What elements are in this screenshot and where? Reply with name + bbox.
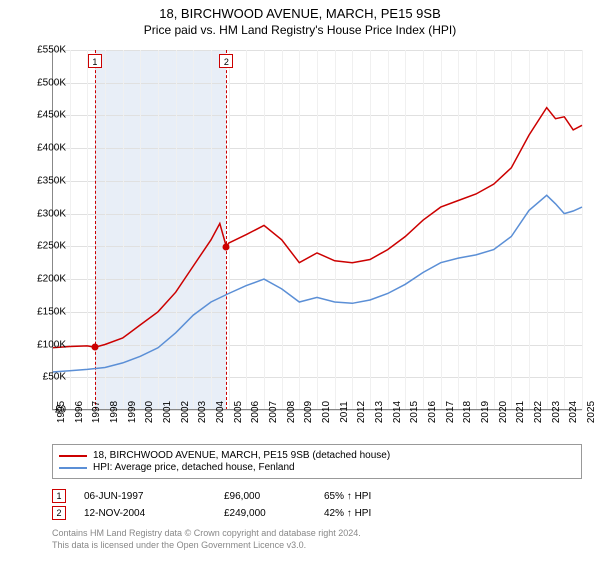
- note-pct: 42% ↑ HPI: [324, 508, 424, 519]
- xtick-label: 2011: [339, 401, 350, 423]
- note-marker: 1: [52, 489, 66, 503]
- xtick-label: 2004: [215, 401, 226, 423]
- ytick-label: £400K: [18, 143, 66, 154]
- xtick-label: 1998: [109, 401, 120, 423]
- xtick-label: 2024: [568, 401, 579, 423]
- chart-subtitle: Price paid vs. HM Land Registry's House …: [0, 23, 600, 37]
- xtick-label: 1997: [91, 401, 102, 423]
- note-date: 06-JUN-1997: [84, 491, 224, 502]
- note-date: 12-NOV-2004: [84, 508, 224, 519]
- series-hpi: [52, 195, 582, 372]
- plot-area: 12: [52, 50, 582, 410]
- xtick-label: 2009: [303, 401, 314, 423]
- xtick-label: 2008: [286, 401, 297, 423]
- xtick-label: 2025: [586, 401, 597, 423]
- legend-label: HPI: Average price, detached house, Fenl…: [93, 462, 295, 473]
- ytick-label: £550K: [18, 45, 66, 56]
- ytick-label: £250K: [18, 241, 66, 252]
- xtick-label: 2003: [197, 401, 208, 423]
- sale-notes: 1 06-JUN-1997£96,00065% ↑ HPI 2 12-NOV-2004…: [52, 486, 582, 523]
- xtick-label: 2014: [392, 401, 403, 423]
- ytick-label: £350K: [18, 175, 66, 186]
- xtick-label: 2010: [321, 401, 332, 423]
- footer-text: Contains HM Land Registry data © Crown c…: [52, 528, 361, 551]
- ytick-label: £300K: [18, 208, 66, 219]
- xtick-label: 2002: [180, 401, 191, 423]
- legend-swatch: [59, 455, 87, 457]
- footer-line1: Contains HM Land Registry data © Crown c…: [52, 528, 361, 540]
- xtick-label: 2012: [356, 401, 367, 423]
- chart-title: 18, BIRCHWOOD AVENUE, MARCH, PE15 9SB: [0, 6, 600, 21]
- xtick-label: 2016: [427, 401, 438, 423]
- xtick-label: 1995: [56, 401, 67, 423]
- xtick-label: 2023: [551, 401, 562, 423]
- xtick-label: 2018: [462, 401, 473, 423]
- xtick-label: 2013: [374, 401, 385, 423]
- note-marker: 2: [52, 506, 66, 520]
- footer-line2: This data is licensed under the Open Gov…: [52, 540, 361, 552]
- legend-label: 18, BIRCHWOOD AVENUE, MARCH, PE15 9SB (d…: [93, 450, 390, 461]
- xtick-label: 2015: [409, 401, 420, 423]
- legend-box: 18, BIRCHWOOD AVENUE, MARCH, PE15 9SB (d…: [52, 444, 582, 479]
- note-price: £96,000: [224, 491, 324, 502]
- note-price: £249,000: [224, 508, 324, 519]
- sale-note-row: 2 12-NOV-2004£249,00042% ↑ HPI: [52, 506, 582, 520]
- sale-note-row: 1 06-JUN-1997£96,00065% ↑ HPI: [52, 489, 582, 503]
- legend-item: 18, BIRCHWOOD AVENUE, MARCH, PE15 9SB (d…: [59, 450, 575, 461]
- xtick-label: 1996: [74, 401, 85, 423]
- xtick-label: 2020: [498, 401, 509, 423]
- xtick-label: 2022: [533, 401, 544, 423]
- xtick-label: 2017: [445, 401, 456, 423]
- ytick-label: £450K: [18, 110, 66, 121]
- xtick-label: 2005: [233, 401, 244, 423]
- chart-container: 18, BIRCHWOOD AVENUE, MARCH, PE15 9SB Pr…: [0, 6, 600, 566]
- xtick-label: 2000: [144, 401, 155, 423]
- xtick-label: 2007: [268, 401, 279, 423]
- xtick-label: 2006: [250, 401, 261, 423]
- xtick-label: 2021: [515, 401, 526, 423]
- legend-item: HPI: Average price, detached house, Fenl…: [59, 462, 575, 473]
- gridline-v: [582, 50, 583, 410]
- series-property: [52, 108, 582, 348]
- ytick-label: £150K: [18, 306, 66, 317]
- ytick-label: £200K: [18, 274, 66, 285]
- note-pct: 65% ↑ HPI: [324, 491, 424, 502]
- legend-swatch: [59, 467, 87, 469]
- ytick-label: £50K: [18, 372, 66, 383]
- xtick-label: 2001: [162, 401, 173, 423]
- xtick-label: 2019: [480, 401, 491, 423]
- ytick-label: £100K: [18, 339, 66, 350]
- xtick-label: 1999: [127, 401, 138, 423]
- ytick-label: £500K: [18, 77, 66, 88]
